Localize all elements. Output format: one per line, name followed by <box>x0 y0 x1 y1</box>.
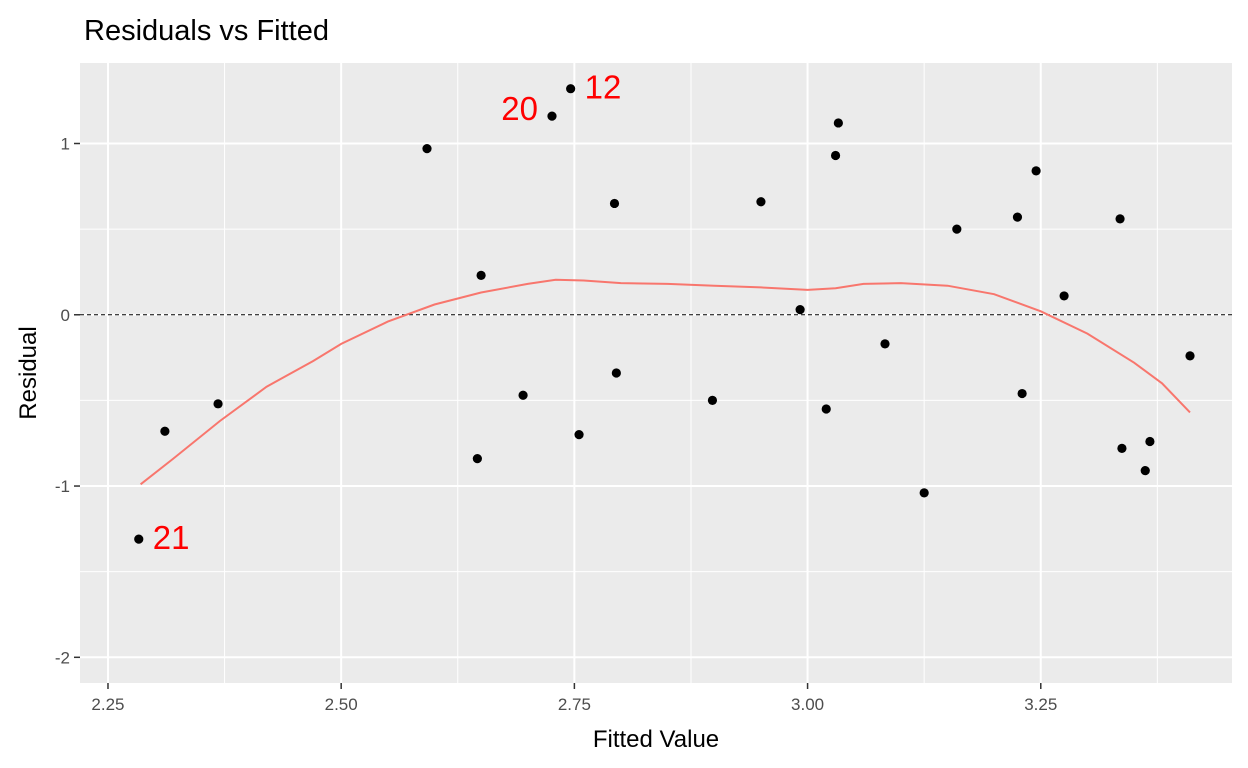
data-point <box>1031 166 1041 176</box>
data-point <box>476 270 486 280</box>
y-axis-ticks: 1 0 -1 -2 <box>55 134 80 667</box>
smooth-trend-line <box>139 278 1191 486</box>
data-point <box>880 339 890 349</box>
data-point <box>952 224 962 234</box>
data-point <box>756 197 766 207</box>
data-point <box>213 399 223 409</box>
data-point <box>833 118 843 128</box>
grid-major <box>80 63 1232 683</box>
x-axis-ticks: 2.25 2.50 2.75 3.00 3.25 <box>91 683 1057 714</box>
x-tick-label: 3.25 <box>1024 695 1057 714</box>
data-point <box>422 144 432 154</box>
data-point <box>609 198 620 209</box>
data-point <box>1017 388 1027 399</box>
x-tick-label: 2.25 <box>91 695 124 714</box>
data-point <box>1012 212 1023 222</box>
x-tick-label: 2.50 <box>325 695 358 714</box>
data-point <box>574 430 584 440</box>
point-label: 20 <box>501 90 538 127</box>
y-tick-label: -1 <box>55 477 70 496</box>
y-tick-label: 0 <box>61 306 70 325</box>
data-point <box>795 305 805 315</box>
data-point <box>1117 443 1127 453</box>
point-label: 21 <box>153 519 190 556</box>
data-points <box>134 84 1195 544</box>
data-point <box>830 150 841 161</box>
data-point <box>160 426 170 436</box>
x-tick-label: 3.00 <box>791 695 824 714</box>
data-point <box>919 488 929 498</box>
data-point <box>707 395 718 406</box>
data-point <box>611 368 621 378</box>
data-point <box>1145 436 1155 447</box>
data-point <box>566 84 576 94</box>
plot-panel <box>80 63 1232 683</box>
chart-title: Residuals vs Fitted <box>84 15 329 47</box>
data-point <box>1185 351 1195 361</box>
y-tick-label: -2 <box>55 648 70 667</box>
data-point <box>547 111 557 121</box>
data-point <box>1115 214 1125 224</box>
y-tick-label: 1 <box>61 134 70 153</box>
point-labels: 12 20 21 <box>153 69 622 556</box>
point-label: 12 <box>585 69 622 106</box>
x-axis-title: Fitted Value <box>593 726 719 753</box>
x-tick-label: 2.75 <box>558 695 591 714</box>
data-point <box>1059 291 1069 301</box>
data-point <box>518 390 528 400</box>
data-point <box>821 404 831 414</box>
y-axis-title: Residual <box>15 326 42 419</box>
data-point <box>472 454 482 464</box>
data-point <box>1140 466 1150 476</box>
data-point <box>134 534 144 544</box>
grid-minor <box>80 63 1232 683</box>
